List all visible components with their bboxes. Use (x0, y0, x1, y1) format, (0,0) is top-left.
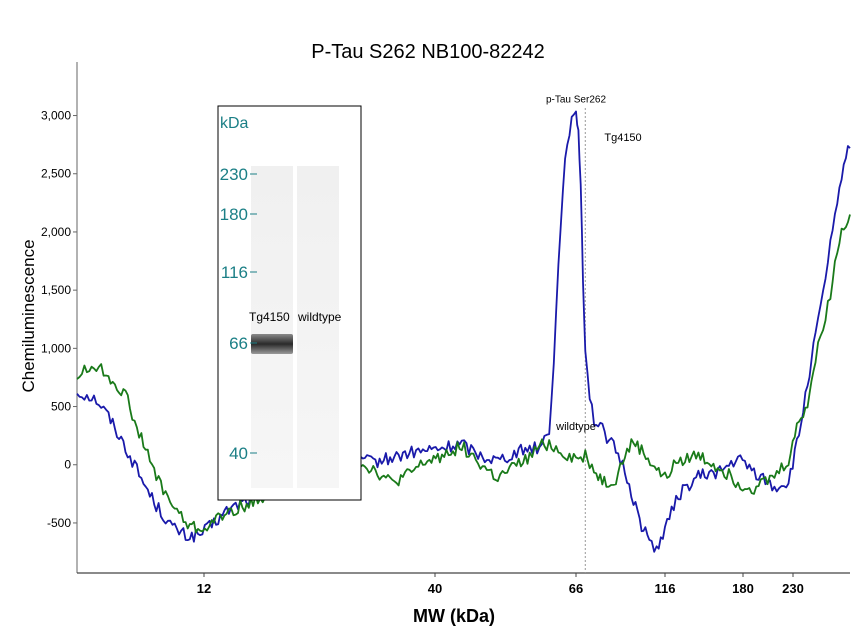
y-tick-label: 500 (51, 400, 71, 414)
x-tick-label: 180 (732, 581, 754, 596)
y-tick-label: 2,000 (41, 225, 71, 239)
gel-lane-tg4150 (251, 166, 293, 488)
gel-marker-label: 66 (229, 334, 248, 353)
gel-marker-label: 180 (220, 205, 248, 224)
y-ticks: 3,000 2,500 2,000 1,500 1,000 500 0 -500 (41, 109, 77, 530)
x-axis-label: MW (kDa) (413, 606, 495, 626)
gel-lane-wildtype (297, 166, 339, 488)
gel-marker-label: 116 (221, 263, 248, 282)
y-tick-label: 2,500 (41, 167, 71, 181)
y-tick-label: 3,000 (41, 109, 71, 123)
gel-marker-label: 230 (220, 165, 248, 184)
series-lines (76, 110, 851, 553)
x-tick-label: 40 (428, 581, 442, 596)
x-tick-label: 12 (197, 581, 211, 596)
y-tick-label: 1,500 (41, 283, 71, 297)
annotation-label: Tg4150 (604, 132, 641, 144)
gel-inset: kDa 230 180 116 66 40 Tg4150 wildtype (217, 105, 362, 501)
chart-title: P-Tau S262 NB100-82242 (311, 41, 545, 63)
x-tick-label: 66 (569, 581, 583, 596)
annotations: p-Tau Ser262 Tg4150 wildtype (546, 95, 642, 433)
annotation-label: p-Tau Ser262 (546, 95, 606, 106)
gel-lane-label-tg4150: Tg4150 (249, 310, 290, 324)
gel-marker-label: 40 (229, 444, 248, 463)
x-ticks: 12 40 66 116 180 230 (197, 573, 804, 596)
x-tick-label: 230 (782, 581, 804, 596)
gel-lane-label-wildtype: wildtype (297, 310, 342, 324)
x-tick-label: 116 (655, 581, 676, 596)
gel-kda-label: kDa (220, 115, 249, 132)
y-tick-label: 1,000 (41, 341, 71, 355)
gel-markers: 230 180 116 66 40 (220, 165, 257, 463)
y-axis-label: Chemiluminescence (19, 239, 38, 392)
series-line-wildtype (76, 214, 851, 534)
annotation-label: wildtype (555, 421, 596, 433)
gel-band-tg4150 (251, 334, 293, 354)
y-tick-label: 0 (64, 458, 71, 472)
y-tick-label: -500 (47, 516, 71, 530)
